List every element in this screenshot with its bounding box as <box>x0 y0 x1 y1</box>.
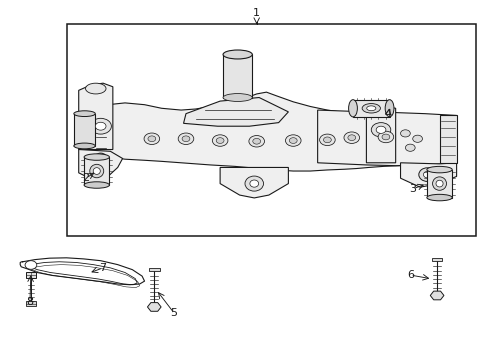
Ellipse shape <box>84 182 109 188</box>
Bar <box>26 272 36 278</box>
Ellipse shape <box>348 100 357 117</box>
Polygon shape <box>79 149 122 180</box>
Circle shape <box>347 135 355 140</box>
Polygon shape <box>366 107 395 163</box>
Ellipse shape <box>432 177 446 190</box>
Ellipse shape <box>97 157 104 164</box>
Ellipse shape <box>435 180 442 187</box>
Text: 8: 8 <box>26 297 34 307</box>
Bar <box>439 116 456 163</box>
Bar <box>426 170 451 198</box>
Ellipse shape <box>423 171 430 178</box>
Circle shape <box>248 135 264 147</box>
Ellipse shape <box>85 83 106 94</box>
Circle shape <box>216 138 224 143</box>
Bar <box>352 100 389 117</box>
Circle shape <box>400 130 409 137</box>
Circle shape <box>90 118 111 134</box>
Circle shape <box>412 135 422 142</box>
Bar <box>431 258 442 261</box>
Circle shape <box>25 261 37 269</box>
Circle shape <box>375 126 385 134</box>
Circle shape <box>343 132 359 143</box>
Ellipse shape <box>74 111 95 117</box>
Ellipse shape <box>93 168 100 174</box>
Polygon shape <box>400 163 456 187</box>
Ellipse shape <box>249 180 258 187</box>
Bar <box>149 268 159 271</box>
Bar <box>223 54 252 98</box>
Ellipse shape <box>418 168 435 181</box>
Text: 1: 1 <box>253 8 260 18</box>
Circle shape <box>370 123 390 137</box>
Bar <box>74 114 95 146</box>
Ellipse shape <box>90 164 103 178</box>
Ellipse shape <box>426 166 451 173</box>
Text: 6: 6 <box>406 270 413 280</box>
Ellipse shape <box>366 106 375 111</box>
Text: 5: 5 <box>170 308 177 318</box>
Circle shape <box>319 134 334 145</box>
Polygon shape <box>429 291 443 300</box>
Text: 3: 3 <box>408 184 415 194</box>
Ellipse shape <box>93 153 108 167</box>
Ellipse shape <box>426 194 451 201</box>
Circle shape <box>252 138 260 144</box>
Ellipse shape <box>385 100 393 117</box>
Circle shape <box>144 133 159 144</box>
Polygon shape <box>79 83 113 149</box>
Circle shape <box>377 131 393 143</box>
Bar <box>84 157 109 185</box>
Text: 4: 4 <box>384 109 391 119</box>
Ellipse shape <box>244 176 263 191</box>
Circle shape <box>95 122 106 130</box>
Circle shape <box>212 135 227 146</box>
Bar <box>66 24 475 235</box>
Text: 7: 7 <box>100 263 106 273</box>
Circle shape <box>182 136 189 141</box>
Bar <box>26 301 36 306</box>
Ellipse shape <box>362 104 380 113</box>
Ellipse shape <box>84 154 109 160</box>
Circle shape <box>289 138 297 143</box>
Ellipse shape <box>223 50 252 59</box>
Circle shape <box>381 134 389 140</box>
Polygon shape <box>317 110 456 166</box>
Text: 2: 2 <box>82 173 89 183</box>
Polygon shape <box>147 303 161 311</box>
Ellipse shape <box>223 94 252 102</box>
Circle shape <box>285 135 301 146</box>
Circle shape <box>148 136 156 141</box>
Circle shape <box>178 133 193 144</box>
Polygon shape <box>183 98 288 126</box>
Polygon shape <box>220 167 288 198</box>
Ellipse shape <box>74 143 95 149</box>
Polygon shape <box>79 92 456 171</box>
Circle shape <box>323 137 330 143</box>
Circle shape <box>405 144 414 151</box>
